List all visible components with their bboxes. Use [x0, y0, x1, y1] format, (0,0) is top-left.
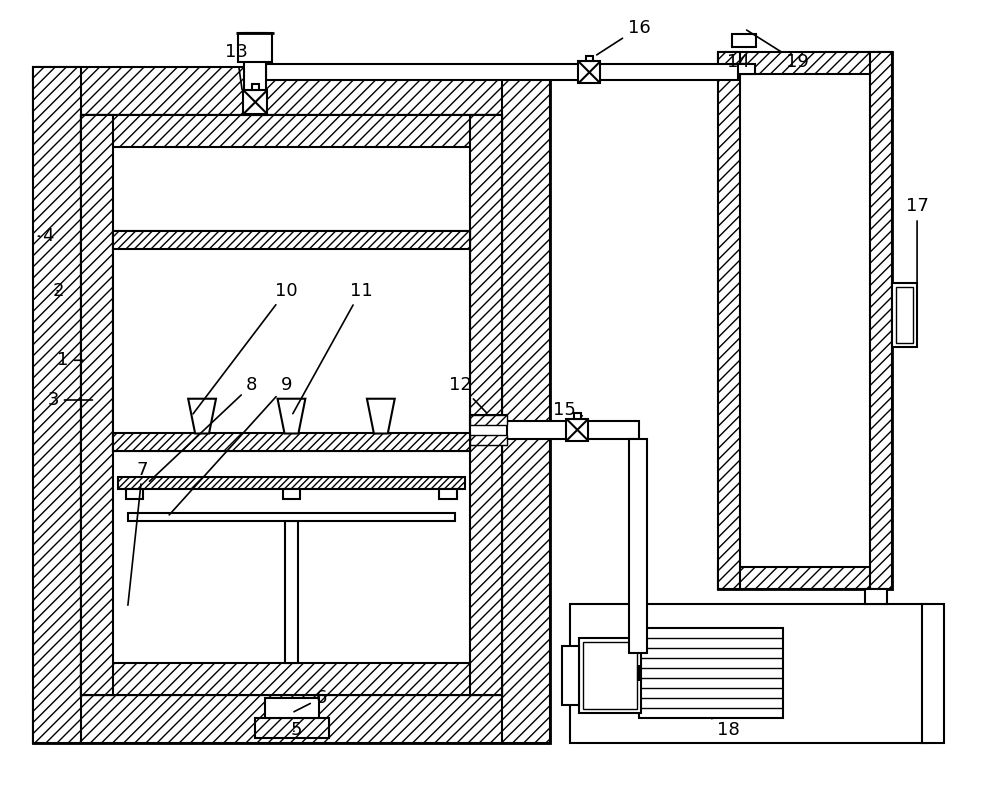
Bar	[718, 567, 892, 589]
Bar	[81, 115, 502, 695]
Text: 14: 14	[727, 54, 751, 74]
Bar	[896, 286, 913, 343]
Bar	[266, 64, 738, 80]
Bar	[470, 115, 502, 695]
Text: 10: 10	[193, 282, 298, 414]
Bar	[238, 33, 272, 62]
Text: 16: 16	[597, 18, 650, 55]
Bar	[870, 53, 892, 589]
Text: 12: 12	[449, 376, 487, 413]
Bar	[283, 489, 300, 499]
Bar	[570, 603, 927, 742]
Text: 8: 8	[149, 376, 257, 482]
Bar	[470, 434, 507, 445]
Bar	[574, 414, 581, 419]
Bar	[113, 231, 470, 249]
Bar	[629, 438, 647, 654]
Text: 18: 18	[711, 718, 740, 738]
Polygon shape	[367, 398, 395, 434]
Bar	[81, 663, 502, 695]
Bar	[244, 33, 266, 115]
Text: 1: 1	[57, 351, 83, 370]
Bar	[33, 67, 550, 742]
Bar	[33, 67, 81, 742]
Bar	[579, 638, 641, 713]
Bar	[733, 64, 755, 74]
Text: 15: 15	[553, 401, 582, 419]
Bar	[470, 415, 507, 425]
Text: 5: 5	[291, 721, 302, 738]
Polygon shape	[188, 398, 216, 434]
Bar	[81, 115, 113, 695]
Bar	[562, 646, 579, 705]
Text: 9: 9	[169, 376, 292, 515]
Bar	[285, 521, 298, 663]
Bar	[502, 421, 639, 438]
Text: 6: 6	[294, 689, 327, 712]
Bar	[586, 56, 593, 62]
Polygon shape	[278, 398, 305, 434]
Text: 13: 13	[225, 43, 248, 90]
Text: 11: 11	[293, 282, 372, 414]
Bar	[732, 34, 756, 47]
Text: 17: 17	[906, 198, 929, 313]
Text: 3: 3	[47, 391, 92, 409]
Text: 7: 7	[128, 461, 148, 605]
Bar	[255, 718, 329, 738]
Bar	[922, 603, 944, 742]
Bar	[502, 67, 550, 742]
Bar	[865, 589, 887, 603]
Bar	[33, 695, 550, 742]
Bar	[639, 629, 783, 718]
Bar	[113, 434, 470, 451]
Bar	[33, 67, 550, 115]
Bar	[718, 53, 892, 74]
Bar	[439, 489, 457, 499]
Bar	[243, 90, 267, 114]
Bar	[118, 478, 465, 489]
Bar	[126, 489, 143, 499]
Bar	[128, 513, 455, 521]
Bar	[566, 419, 588, 441]
Bar	[113, 231, 470, 451]
Text: 4: 4	[38, 227, 54, 245]
Bar	[265, 698, 319, 718]
Bar	[892, 283, 917, 347]
Bar	[81, 115, 502, 146]
Text: 19: 19	[747, 30, 809, 71]
Bar	[578, 62, 600, 83]
Bar	[583, 642, 637, 709]
Bar	[252, 84, 259, 90]
Bar	[718, 53, 892, 589]
Bar	[718, 53, 740, 589]
Bar	[470, 415, 507, 445]
Text: 2: 2	[52, 282, 64, 300]
